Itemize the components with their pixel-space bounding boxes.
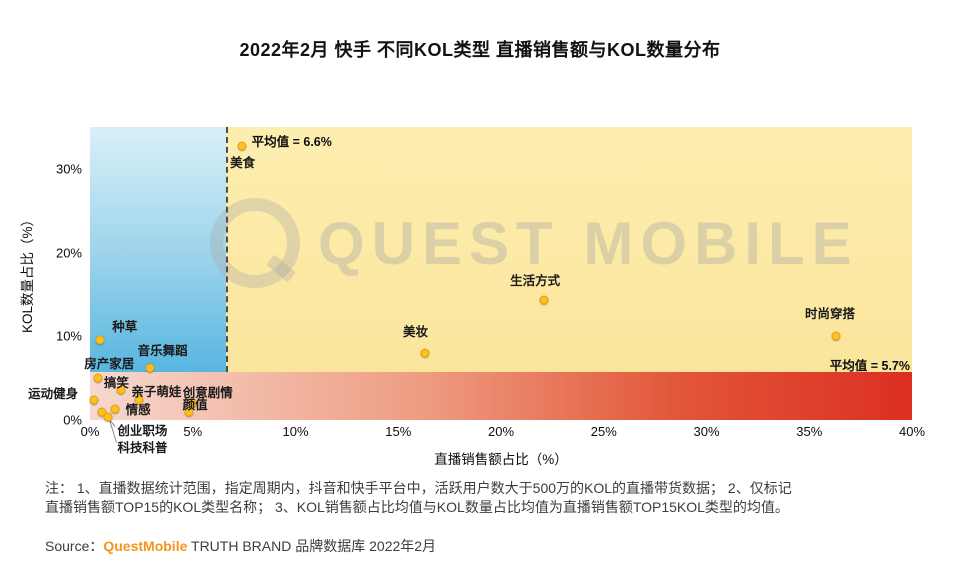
data-point-label: 创业职场 xyxy=(117,423,168,438)
chart-title: 2022年2月 快手 不同KOL类型 直播销售额与KOL数量分布 xyxy=(239,40,721,60)
data-point xyxy=(93,373,103,383)
x-tick-label: 5% xyxy=(183,424,203,439)
source-line: Source：QuestMobile TRUTH BRAND 品牌数据库 202… xyxy=(45,536,436,556)
data-point-label: 颜值 xyxy=(182,397,208,412)
data-point-label: 亲子萌娃 xyxy=(131,384,182,399)
data-point xyxy=(134,395,144,405)
data-point xyxy=(420,348,430,358)
source-suffix: TRUTH BRAND 品牌数据库 2022年2月 xyxy=(187,538,437,554)
data-point-label: 房产家居 xyxy=(84,357,135,372)
y-mean-label: 平均值 = 5.7% xyxy=(829,359,910,374)
data-point xyxy=(116,385,126,395)
footnote-line-1: 注： 1、直播数据统计范围，指定周期内，抖音和快手平台中，活跃用户数大于500万… xyxy=(45,480,792,496)
data-point-label: 创意剧情 xyxy=(182,386,233,401)
data-point xyxy=(110,404,120,414)
data-point-label: 音乐舞蹈 xyxy=(137,344,188,359)
label-leader-lines xyxy=(101,411,117,443)
data-point-label: 时尚穿搭 xyxy=(804,307,855,322)
y-tick-label: 10% xyxy=(55,328,82,344)
x-mean-dashed-line xyxy=(225,127,228,373)
y-tick-label: 30% xyxy=(55,161,82,177)
data-point xyxy=(831,331,841,341)
x-tick-label: 10% xyxy=(282,424,309,439)
data-point xyxy=(145,363,155,373)
band-bottom-red xyxy=(90,372,912,420)
plot-area: QUEST MOBILE 平均值 = 6.6% 平均值 = 5.7% 美食 生活方… xyxy=(28,127,912,455)
data-point xyxy=(95,335,105,345)
source-prefix: Source： xyxy=(45,538,104,554)
x-mean-label: 平均值 = 6.6% xyxy=(251,135,332,149)
data-point xyxy=(237,141,247,151)
data-point-label: 美食 xyxy=(230,156,256,171)
data-point-label: 种草 xyxy=(112,319,138,334)
data-point xyxy=(184,407,194,417)
data-point xyxy=(539,295,549,305)
x-tick-label: 20% xyxy=(487,424,515,439)
x-tick-label: 15% xyxy=(385,424,412,439)
x-tick-label: 0% xyxy=(80,424,100,439)
source-brand: QuestMobile xyxy=(103,538,188,554)
x-axis-title: 直播销售额占比（%） xyxy=(434,452,568,467)
data-point xyxy=(97,407,107,417)
y-tick-label: 20% xyxy=(55,245,82,261)
data-point-label: 搞笑 xyxy=(103,375,129,390)
data-point-label: 科技科普 xyxy=(117,440,168,455)
x-tick-label: 40% xyxy=(898,424,926,439)
data-point xyxy=(103,412,113,422)
data-point xyxy=(89,395,99,405)
data-point-label: 生活方式 xyxy=(510,274,561,289)
x-tick-label: 35% xyxy=(796,424,823,439)
data-point xyxy=(188,398,198,408)
data-point-label: 情感 xyxy=(125,403,151,418)
footnote-line-2: 直播销售额TOP15的KOL类型名称； 3、KOL销售额占比均值与KOL数量占比… xyxy=(45,499,789,515)
data-point-label: 运动健身 xyxy=(28,386,79,401)
data-point-label: 美妆 xyxy=(402,325,428,340)
y-tick-label: 0% xyxy=(63,412,82,428)
y-axis-ticks: 0% 10% 20% 30% xyxy=(0,127,82,427)
x-axis-ticks: 0% 5% 10% 15% 20% 25% 30% 35% 40% xyxy=(81,424,925,440)
footnote: 注： 1、直播数据统计范围，指定周期内，抖音和快手平台中，活跃用户数大于500万… xyxy=(45,479,925,517)
x-tick-label: 30% xyxy=(693,424,720,439)
quadrant-left-blue xyxy=(90,127,226,373)
x-tick-label: 25% xyxy=(590,424,617,439)
quadrant-right-yellow xyxy=(225,127,912,373)
